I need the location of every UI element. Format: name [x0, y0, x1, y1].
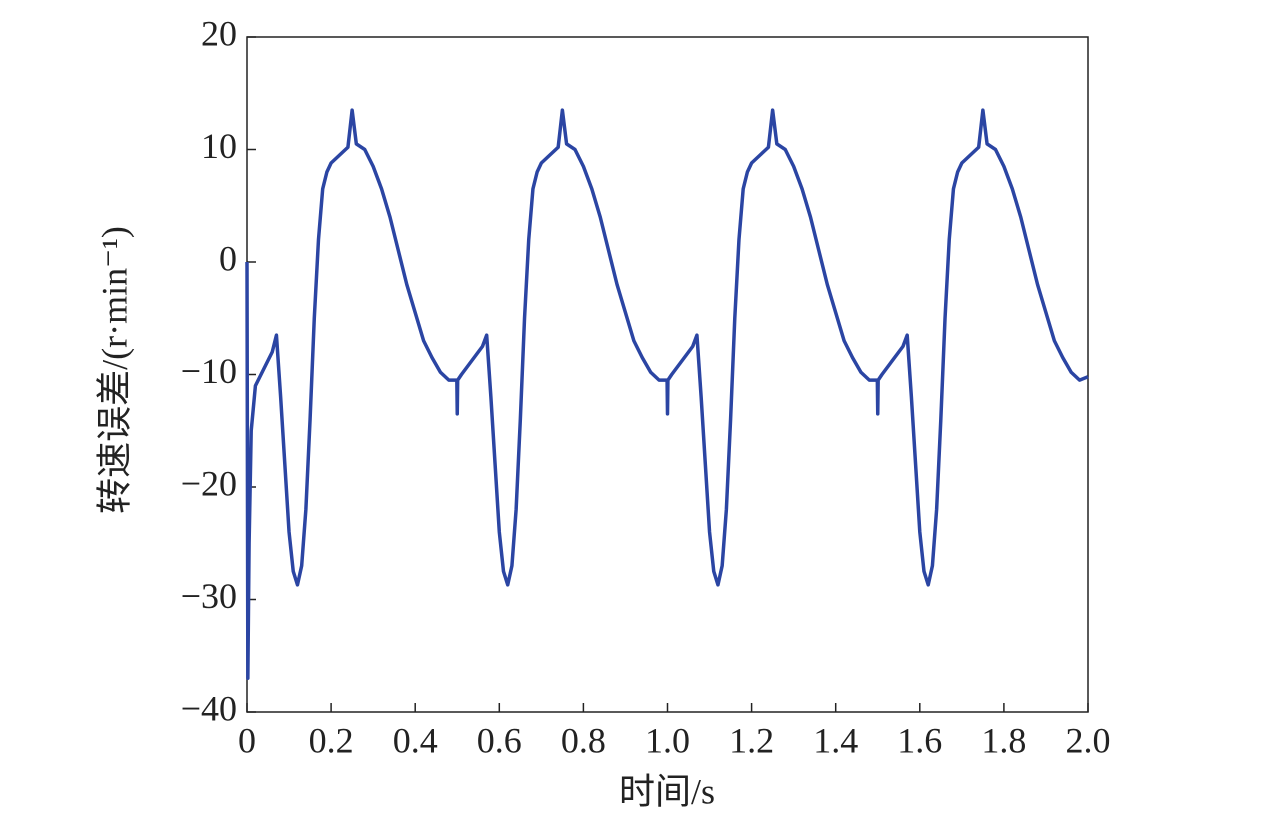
x-tick-label: 0.6: [477, 720, 522, 760]
x-tick-label: 1.0: [645, 720, 690, 760]
y-tick-label: −30: [181, 576, 237, 616]
plot-frame: [246, 36, 1089, 713]
x-tick-label: 0.8: [561, 720, 606, 760]
x-tick-label: 2.0: [1066, 720, 1111, 760]
x-axis-label: 时间/s: [619, 771, 715, 811]
y-tick-label: −10: [181, 351, 237, 391]
y-tick-label: 10: [201, 126, 237, 166]
x-tick-label: 1.2: [729, 720, 774, 760]
y-axis-label: 转速误差/(r·min⁻¹): [94, 226, 134, 514]
data-line: [245, 108, 1089, 680]
x-tick-label: 0.4: [393, 720, 438, 760]
y-tick-label: 20: [201, 13, 237, 53]
x-tick-label: 1.8: [981, 720, 1026, 760]
x-tick-label: 1.4: [813, 720, 858, 760]
x-tick-label: 0: [238, 720, 256, 760]
y-tick-label: −40: [181, 688, 237, 728]
x-tick-label: 0.2: [309, 720, 354, 760]
x-tick-label: 1.6: [897, 720, 942, 760]
y-tick-label: −20: [181, 463, 237, 503]
y-tick-label: 0: [219, 238, 237, 278]
